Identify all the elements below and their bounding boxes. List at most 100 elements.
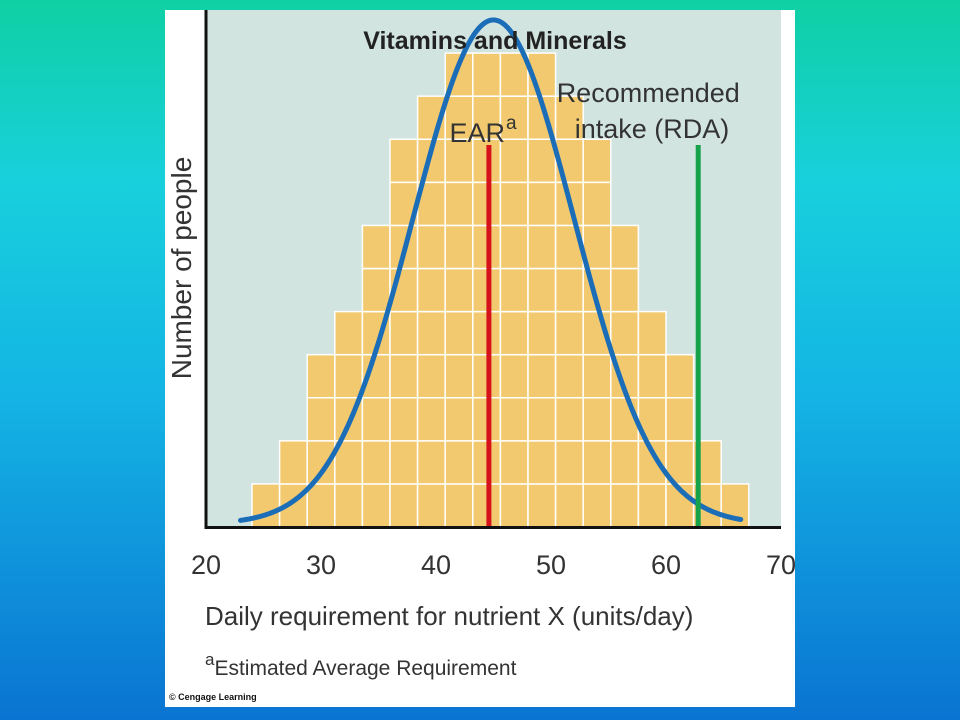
bar-cell	[610, 224, 640, 270]
bar-cell	[582, 440, 612, 485]
bar-cell	[306, 353, 336, 399]
histogram-bar	[637, 310, 667, 528]
bar-cell	[389, 353, 419, 399]
bar-cell	[472, 52, 502, 97]
bar-cell	[582, 397, 612, 442]
bar-cell	[444, 397, 474, 442]
histogram-bar	[278, 440, 308, 528]
footnote: aEstimated Average Requirement	[205, 650, 517, 680]
x-tick-label: 70	[766, 550, 795, 580]
bar-cell	[527, 440, 557, 485]
bar-cell	[554, 95, 584, 140]
bar-cell	[527, 310, 557, 356]
normal-curve	[238, 17, 744, 523]
bar-cell	[416, 224, 446, 270]
bar-cell	[499, 310, 529, 356]
y-axis-label: Number of people	[166, 157, 197, 380]
bar-cell	[389, 483, 419, 528]
bar-cell	[444, 224, 474, 270]
bar-cell	[361, 440, 391, 485]
bar-cell	[444, 267, 474, 313]
x-tick-label: 30	[306, 550, 336, 580]
bar-cell	[499, 52, 529, 97]
bar-cell	[444, 440, 474, 485]
bar-cell	[416, 267, 446, 313]
bar-cell	[334, 310, 364, 356]
bar-cell	[444, 353, 474, 399]
slide-card: 20 30 40 50 60 70 Vitamins and Minerals EARa …	[165, 10, 796, 707]
histogram-bar	[251, 483, 281, 528]
bar-cell	[665, 397, 695, 442]
bar-cell	[361, 483, 391, 528]
x-tick-label: 50	[536, 550, 566, 580]
x-tick-label: 60	[651, 550, 681, 580]
distribution-curve-layer	[238, 17, 744, 523]
rda-label: Recommended intake (RDA)	[557, 78, 748, 144]
bar-cell	[554, 440, 584, 485]
bar-cell	[306, 483, 336, 528]
bar-cell	[665, 353, 695, 399]
bar-cell	[499, 440, 529, 485]
bar-cell	[361, 224, 391, 270]
chart-figure: 20 30 40 50 60 70 Vitamins and Minerals EARa …	[166, 10, 796, 702]
bar-cell	[610, 440, 640, 485]
bar-cell	[582, 181, 612, 227]
bar-cell	[389, 138, 419, 184]
bar-cell	[499, 224, 529, 270]
reference-lines	[486, 145, 701, 527]
bar-cell	[527, 483, 557, 528]
bar-cell	[582, 483, 612, 528]
bar-cell	[554, 310, 584, 356]
x-axis-label: Daily requirement for nutrient X (units/…	[205, 601, 693, 631]
bar-cell	[361, 397, 391, 442]
histogram-bar	[389, 138, 419, 528]
x-axis-ticks: 20 30 40 50 60 70	[191, 550, 796, 580]
bar-cell	[554, 181, 584, 227]
bar-cell	[527, 397, 557, 442]
credit-text: © Cengage Learning	[169, 692, 257, 702]
bar-cell	[416, 310, 446, 356]
bar-cell	[416, 483, 446, 528]
histogram-bar	[554, 95, 584, 528]
ear-label: EARa	[449, 113, 517, 148]
bar-cell	[554, 267, 584, 313]
bar-cell	[334, 353, 364, 399]
histogram-bar	[499, 52, 529, 528]
bar-cell	[472, 95, 502, 140]
histogram-bar	[527, 52, 557, 528]
bar-cell	[444, 483, 474, 528]
bar-cell	[416, 353, 446, 399]
bar-cell	[527, 181, 557, 227]
bar-cell	[416, 440, 446, 485]
footnote-marker: a	[205, 650, 215, 669]
bar-cell	[610, 267, 640, 313]
bar-cell	[444, 95, 474, 140]
bar-cell	[251, 483, 281, 528]
bar-cell	[278, 440, 308, 485]
bar-cell	[499, 483, 529, 528]
bar-cell	[389, 310, 419, 356]
bar-cell	[610, 310, 640, 356]
histogram-bar	[306, 353, 336, 528]
bar-cell	[610, 483, 640, 528]
x-tick-label: 20	[191, 550, 221, 580]
bar-cell	[582, 138, 612, 184]
bar-cell	[389, 440, 419, 485]
bar-cell	[499, 353, 529, 399]
bar-cell	[499, 267, 529, 313]
bar-cell	[306, 397, 336, 442]
chart-title: Vitamins and Minerals	[363, 27, 627, 55]
bar-cell	[554, 483, 584, 528]
bar-cell	[444, 181, 474, 227]
histogram-bar	[610, 224, 640, 528]
bar-cell	[389, 397, 419, 442]
footnote-text: Estimated Average Requirement	[214, 657, 516, 680]
histogram-bar	[665, 353, 695, 528]
bar-cell	[527, 138, 557, 184]
rda-label-line-1: Recommended	[557, 78, 740, 108]
bar-cell	[554, 353, 584, 399]
rda-label-line-2: intake (RDA)	[575, 114, 730, 144]
bar-cell	[527, 267, 557, 313]
bar-cell	[499, 397, 529, 442]
bar-cell	[444, 310, 474, 356]
